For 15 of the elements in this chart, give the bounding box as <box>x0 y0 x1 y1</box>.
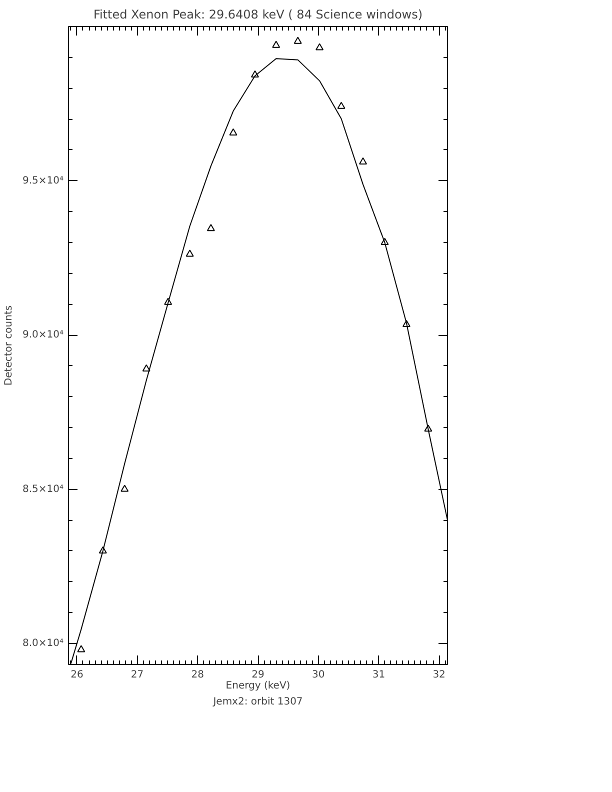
x-axis-title: Energy (keV) <box>226 680 290 692</box>
x-tick-label: 30 <box>312 670 325 680</box>
x-tick-label: 31 <box>372 670 386 680</box>
x-tick-label: 29 <box>252 670 264 680</box>
y-tick-label: 9.5×10⁴ <box>22 175 64 186</box>
y-tick-label: 8.5×10⁴ <box>22 484 64 495</box>
text: Jemx2: orbit 1307 <box>212 696 303 708</box>
y-tick-label: 8.0×10⁴ <box>22 638 64 650</box>
x-tick-label: 26 <box>70 670 84 680</box>
y-tick-label: 9.0×10⁴ <box>22 330 64 341</box>
y-axis-title: Detector counts <box>3 305 14 386</box>
x-tick-label: 27 <box>130 670 144 680</box>
x-tick-label: 28 <box>191 670 204 680</box>
chart-title: Fitted Xenon Peak: 29.6408 keV ( 84 Science windows) <box>93 8 423 22</box>
x-tick-label: 32 <box>432 670 446 680</box>
